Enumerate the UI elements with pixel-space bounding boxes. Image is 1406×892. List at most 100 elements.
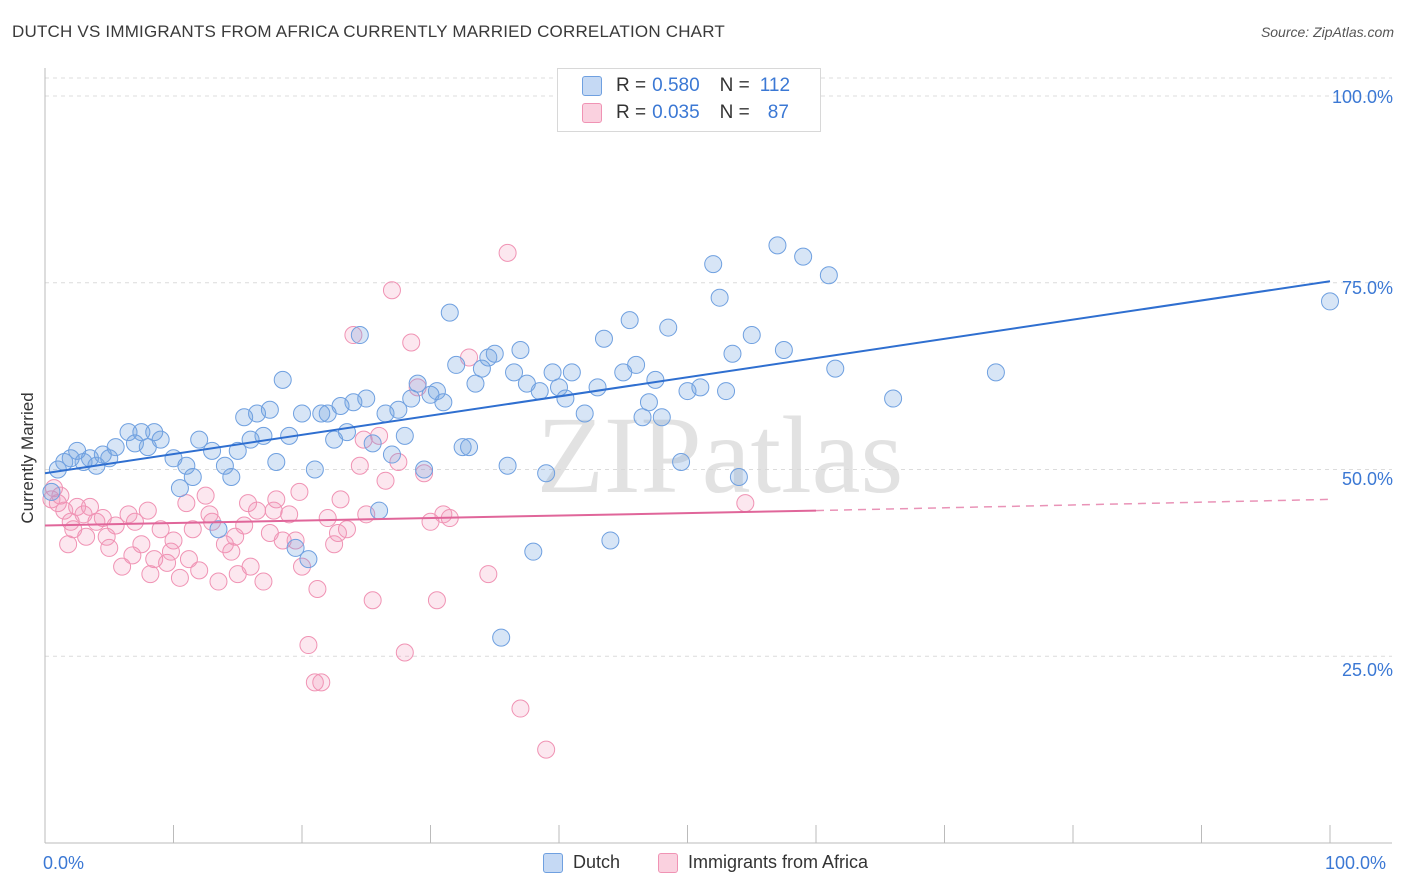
data-point (158, 553, 177, 572)
x-tick-label: 0.0% (43, 853, 85, 873)
data-point (222, 542, 241, 561)
correlation-legend: R = 0.580 N = 112 R = 0.035 N = 87 (557, 68, 821, 132)
data-point (267, 453, 286, 472)
data-point (723, 344, 742, 363)
data-point (203, 441, 222, 460)
data-point (627, 355, 646, 374)
data-point (440, 303, 459, 322)
data-point (354, 430, 373, 449)
data-point (884, 389, 903, 408)
data-point (415, 460, 434, 479)
trend-line (44, 509, 817, 527)
data-point (794, 247, 813, 266)
data-point (290, 482, 309, 501)
data-point (505, 363, 524, 382)
data-point (485, 344, 504, 363)
axes (44, 68, 1392, 844)
data-point (382, 281, 401, 300)
data-point (183, 467, 202, 486)
data-point (264, 501, 283, 520)
data-point (123, 546, 142, 565)
data-point (492, 628, 511, 647)
legend-r-value: 0.035 (652, 102, 700, 123)
data-point (138, 501, 157, 520)
data-point (164, 531, 183, 550)
data-point (190, 430, 209, 449)
y-axis-label: Currently Married (18, 392, 37, 524)
y-tick-label: 100.0% (1331, 87, 1393, 107)
data-point (710, 288, 729, 307)
data-point (241, 557, 260, 576)
data-point (113, 557, 132, 576)
data-point (170, 568, 189, 587)
data-point (222, 467, 241, 486)
data-point (177, 456, 196, 475)
data-point (305, 460, 324, 479)
data-point (293, 404, 311, 423)
data-point (466, 374, 485, 393)
data-point (325, 535, 344, 554)
data-point (337, 423, 356, 442)
data-point (774, 340, 793, 359)
bottom-legend-label: Immigrants from Africa (688, 852, 869, 872)
data-point (511, 340, 530, 359)
y-tick-label: 50.0% (1341, 469, 1393, 489)
data-point (729, 467, 748, 486)
data-point (389, 453, 408, 472)
data-point (395, 643, 414, 662)
data-point (402, 333, 421, 352)
watermark: ZIPatlas (537, 394, 904, 516)
legend-r-value: 0.580 (652, 75, 700, 96)
data-point (363, 434, 382, 453)
data-point (524, 542, 543, 561)
data-point (594, 329, 613, 348)
legend-swatch-dutch (582, 76, 602, 96)
legend-row-africa: R = 0.035 N = 87 (582, 101, 789, 125)
legend-r-label: R = (616, 102, 647, 123)
data-point (408, 374, 427, 393)
data-point (659, 318, 678, 337)
data-point (415, 464, 434, 483)
data-point (537, 740, 556, 759)
legend-swatch-africa (582, 103, 602, 123)
data-point (588, 378, 607, 397)
data-point (48, 494, 67, 513)
legend-row-dutch: R = 0.580 N = 112 (582, 74, 790, 98)
data-point (562, 363, 581, 382)
data-point (344, 326, 363, 345)
data-point (472, 359, 491, 378)
data-point (575, 404, 594, 423)
data-point (228, 441, 247, 460)
data-point (646, 370, 665, 389)
data-point (620, 311, 639, 330)
data-point (736, 494, 755, 513)
data-point (267, 490, 286, 509)
data-point (299, 636, 318, 655)
data-point (447, 355, 466, 374)
data-point (42, 482, 61, 501)
data-point (132, 423, 151, 442)
data-point (100, 538, 119, 557)
data-point (537, 464, 556, 483)
data-point (453, 438, 472, 457)
data-point (80, 497, 99, 516)
data-point (652, 408, 671, 427)
data-point (370, 426, 389, 445)
trend-line-dashed (815, 498, 1331, 512)
data-point (239, 494, 258, 513)
data-point (299, 550, 318, 569)
bottom-legend-africa: Immigrants from Africa (658, 852, 868, 873)
x-tick-label: 100.0% (1325, 853, 1387, 873)
data-point (145, 423, 164, 442)
data-point (639, 393, 658, 412)
data-point (1321, 292, 1339, 311)
bottom-legend-swatch-africa (658, 852, 678, 873)
data-point (209, 572, 228, 591)
data-point (498, 456, 517, 475)
data-point (286, 538, 305, 557)
data-point (768, 236, 787, 255)
data-point (183, 520, 202, 539)
data-point (196, 486, 215, 505)
data-point (177, 494, 196, 513)
series-dutch-points (42, 236, 1339, 647)
